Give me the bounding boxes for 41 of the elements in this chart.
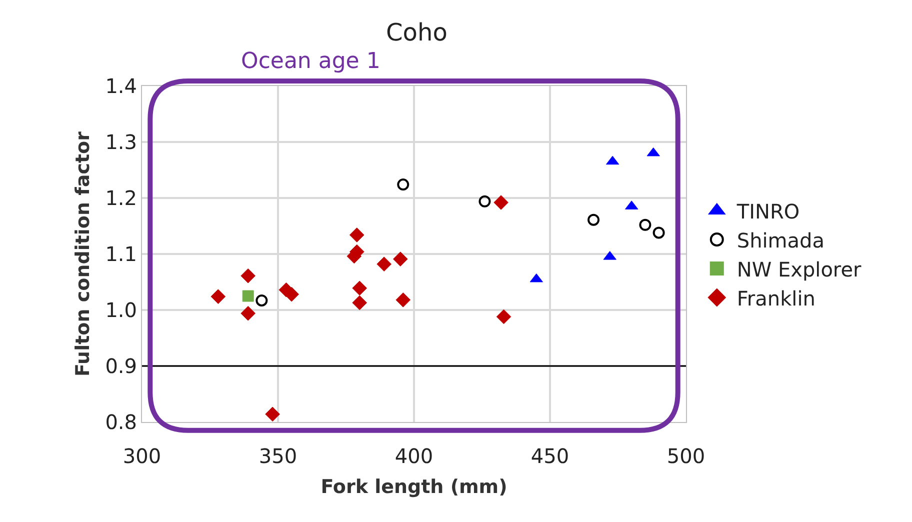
point bbox=[210, 289, 226, 304]
legend-label: TINRO bbox=[736, 199, 800, 224]
legend-label: Shimada bbox=[736, 228, 825, 252]
chart-title: Coho bbox=[386, 18, 448, 46]
x-tick-label: 300 bbox=[122, 444, 162, 468]
point bbox=[496, 309, 512, 324]
x-tick-label: 400 bbox=[394, 444, 434, 468]
y-tick-label: 1.4 bbox=[105, 74, 137, 98]
y-axis-title: Fulton condition factor bbox=[72, 130, 94, 376]
text: Ocean age 1 bbox=[241, 49, 380, 74]
point bbox=[393, 252, 408, 266]
point bbox=[352, 280, 367, 296]
point bbox=[265, 406, 280, 422]
x-axis-title: Fork length (mm) bbox=[320, 476, 508, 498]
y-tick-label: 1.1 bbox=[105, 242, 137, 266]
point bbox=[242, 290, 254, 302]
point bbox=[397, 178, 410, 191]
y-tick-label: 0.8 bbox=[105, 410, 137, 434]
point bbox=[646, 147, 660, 156]
point bbox=[639, 218, 652, 231]
point bbox=[240, 306, 256, 321]
point bbox=[478, 195, 491, 208]
y-tick-label: 1.0 bbox=[105, 298, 137, 322]
point bbox=[396, 292, 411, 308]
point bbox=[240, 268, 256, 284]
point bbox=[530, 273, 543, 282]
legend-label: NW Explorer bbox=[736, 257, 862, 282]
point bbox=[256, 294, 268, 306]
y-tick-label: 0.9 bbox=[105, 354, 137, 378]
point bbox=[376, 256, 392, 272]
point bbox=[349, 228, 364, 242]
y-tick-label: 1.3 bbox=[105, 130, 137, 154]
x-tick-label: 350 bbox=[258, 444, 298, 468]
y-tick-label: 1.2 bbox=[105, 186, 137, 210]
point bbox=[652, 226, 665, 239]
legend-label: Franklin bbox=[736, 286, 816, 310]
point bbox=[588, 214, 600, 226]
x-tick-label: 500 bbox=[666, 444, 706, 468]
point bbox=[352, 295, 367, 310]
point bbox=[494, 195, 508, 210]
x-tick-label: 450 bbox=[530, 444, 570, 468]
